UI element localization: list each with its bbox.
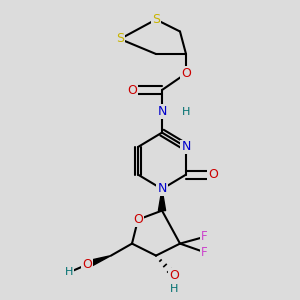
Text: O: O [169, 269, 179, 282]
Text: F: F [201, 245, 207, 259]
Text: O: O [127, 83, 137, 97]
Text: N: N [181, 140, 191, 154]
Text: H: H [182, 106, 190, 117]
Text: F: F [201, 230, 207, 244]
Text: O: O [181, 67, 191, 80]
Text: O: O [82, 258, 92, 271]
Text: H: H [170, 284, 178, 294]
Polygon shape [86, 256, 111, 268]
Text: O: O [208, 168, 218, 181]
Text: H: H [65, 267, 73, 278]
Text: S: S [116, 32, 124, 46]
Text: S: S [152, 13, 160, 26]
Text: N: N [157, 182, 167, 196]
Polygon shape [158, 189, 166, 211]
Text: N: N [157, 105, 167, 118]
Text: O: O [133, 213, 143, 226]
